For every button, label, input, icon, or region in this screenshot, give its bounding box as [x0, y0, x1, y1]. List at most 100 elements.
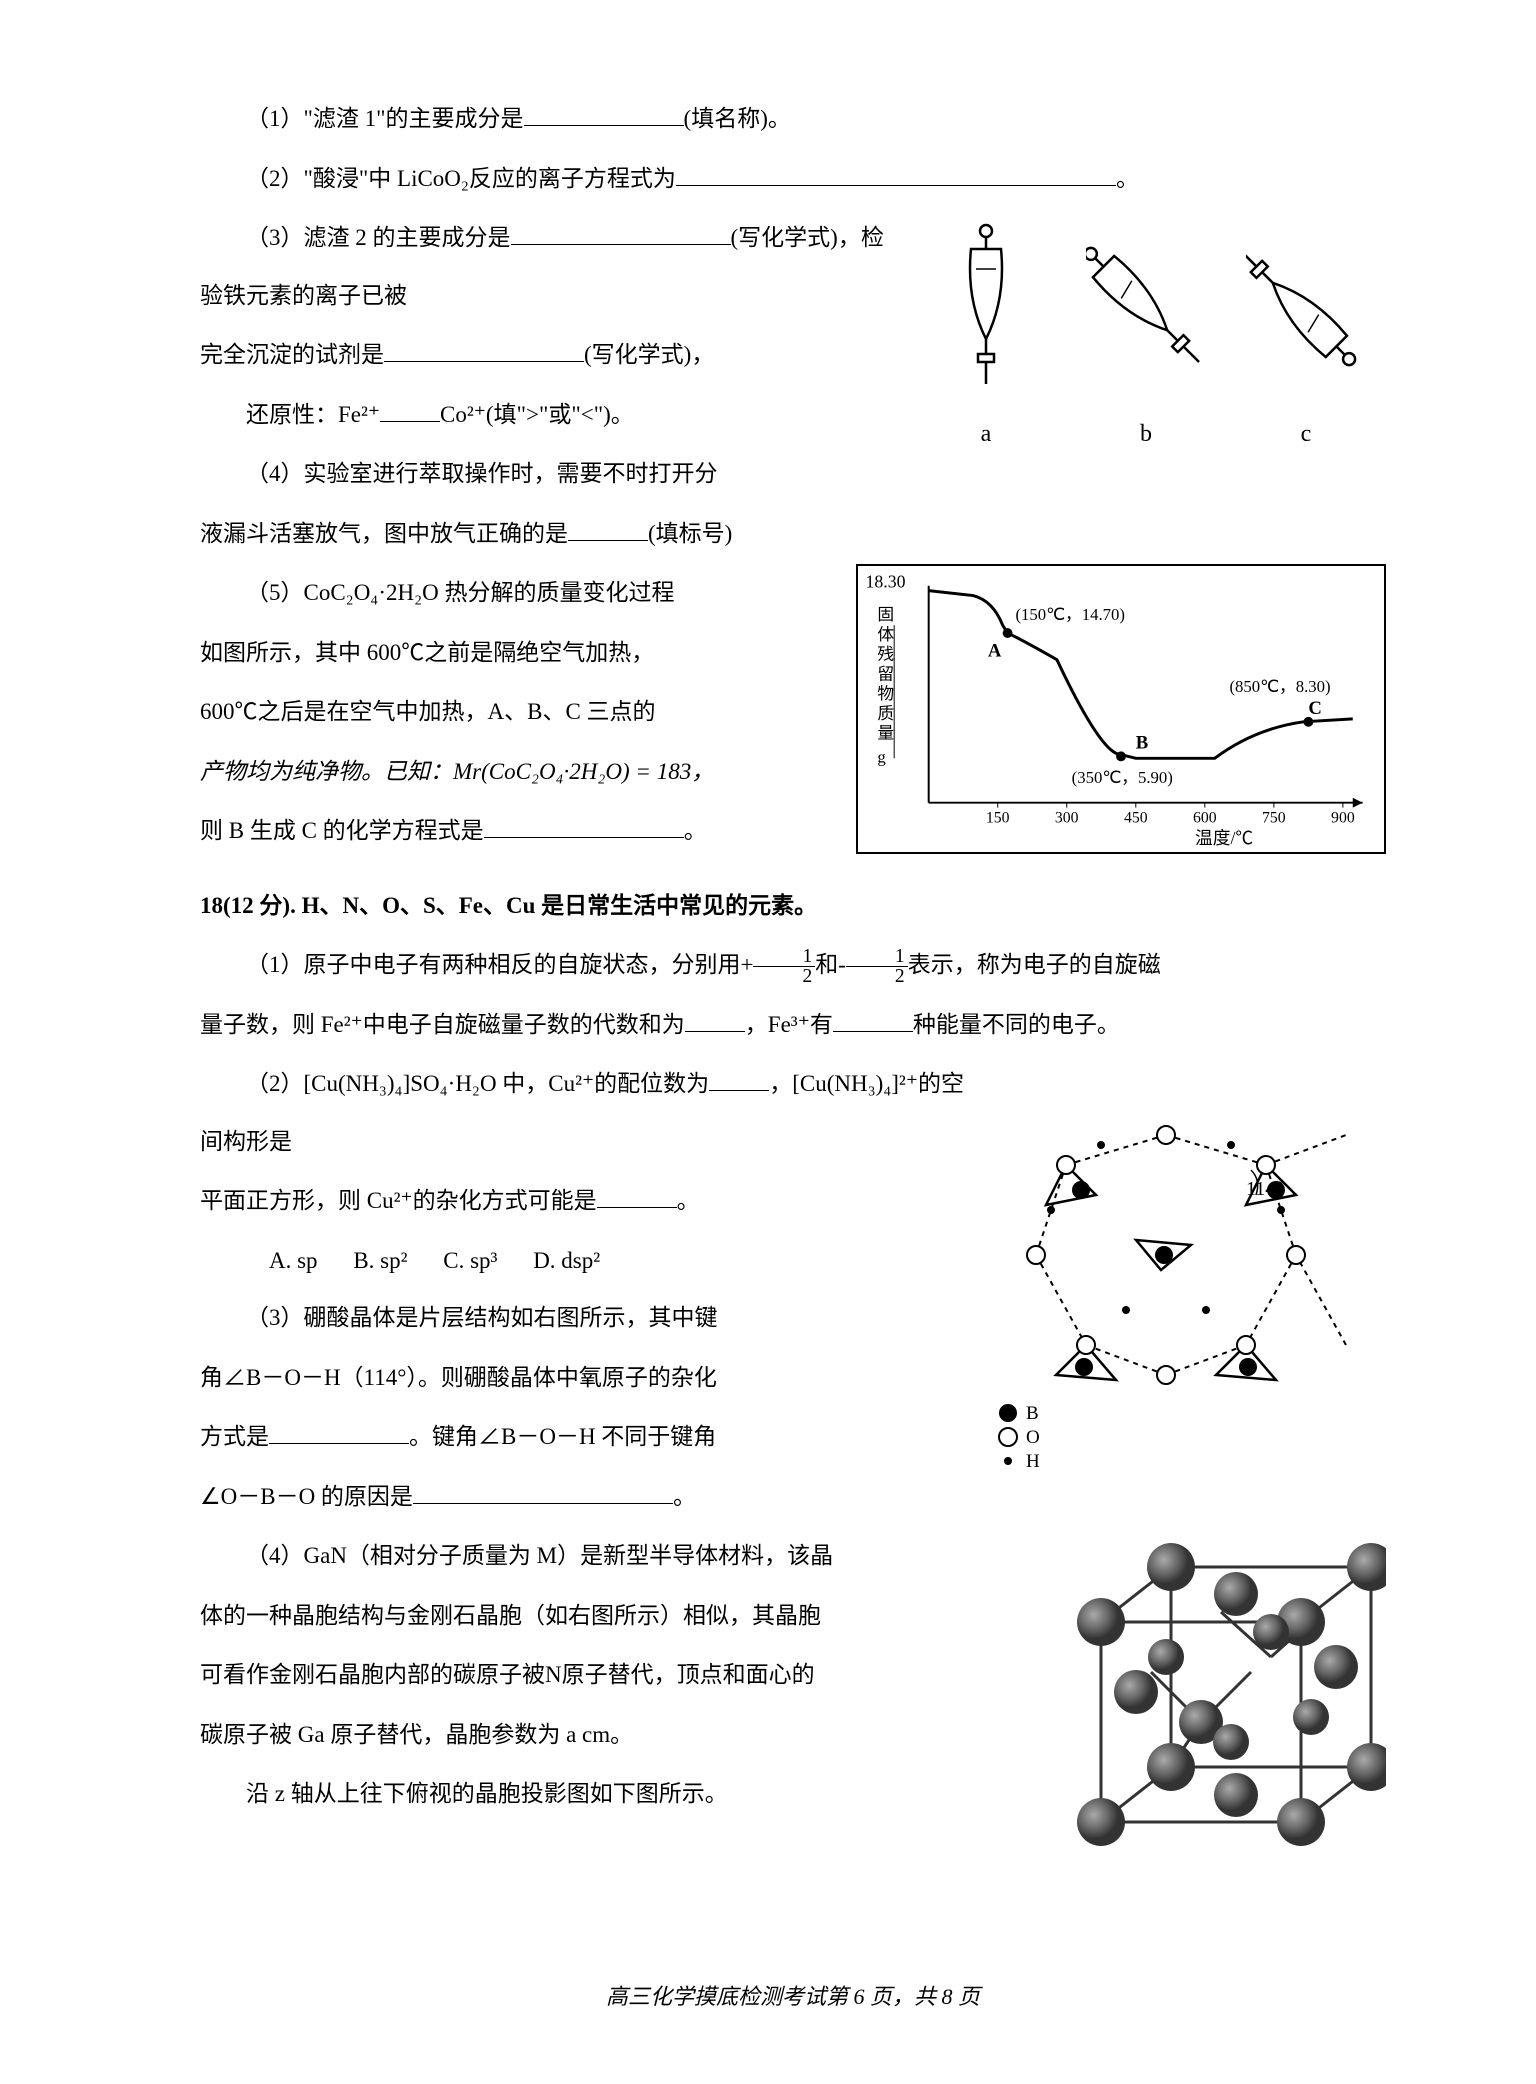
q5-line5: 则 B 生成 C 的化学方程式是 。 — [200, 802, 836, 860]
q3-text-3a: 还原性：Fe²⁺ — [246, 402, 380, 427]
xtick-2: 450 — [1124, 809, 1148, 826]
option-d: D. dsp² — [533, 1248, 600, 1273]
funnel-label-c: c — [1301, 404, 1312, 464]
option-b: B. sp² — [353, 1248, 407, 1273]
q3-blank-3 — [380, 394, 440, 422]
q18-4-line4: 碳原子被 Ga 原子替代，晶胞参数为 a cm。 — [200, 1706, 1056, 1764]
q18-crystal-block: （2）[Cu(NH₃)₄]SO₄·H₂O 中，Cu²⁺的配位数为，[Cu(NH₃… — [200, 1055, 1386, 1527]
q5-text-5b: 。 — [684, 818, 707, 843]
graph-point-a: A — [988, 641, 1002, 662]
q5-line2: 如图所示，其中 600℃之前是隔绝空气加热， — [200, 624, 836, 682]
q18-1-text-2a: 量子数，则 Fe²⁺中电子自旋磁量子数的代数和为 — [200, 1012, 685, 1037]
q18-4-line2: 体的一种晶胞结构与金刚石晶胞（如右图所示）相似，其晶胞 — [200, 1587, 1056, 1645]
q18-3-line2: 角∠B－O－H（114°）。则硼酸晶体中氧原子的杂化 — [200, 1349, 986, 1407]
question-3-block: （3）滤渣 2 的主要成分是(写化学式)，检验铁元素的离子已被 完全沉淀的试剂是… — [200, 209, 1386, 564]
q18-3-text-4b: 。 — [673, 1484, 696, 1509]
graph-ylabel: 固 体 残 留 物 质 量 g — [877, 605, 898, 766]
q3-line3: 还原性：Fe²⁺ Co²⁺(填">"或"<")。 — [200, 386, 906, 444]
svg-text:B: B — [1026, 1403, 1039, 1424]
q2-end: 。 — [1116, 166, 1139, 191]
q4-text-2a: 液漏斗活塞放气，图中放气正确的是 — [200, 521, 568, 546]
graph-point-c: C — [1308, 698, 1322, 719]
graph-point-c-coords: (850℃，8.30) — [1229, 677, 1330, 696]
q4-line2: 液漏斗活塞放气，图中放气正确的是 (填标号) — [200, 505, 906, 563]
q18-3-line4: ∠O－B－O 的原因是 。 — [200, 1468, 986, 1526]
q3-line2: 完全沉淀的试剂是 (写化学式)， — [200, 326, 906, 384]
q18-1-text-1b: 和- — [815, 952, 846, 977]
q18-2-blank1 — [709, 1063, 769, 1091]
q4-blank — [568, 513, 648, 541]
q18-2-line2: 平面正方形，则 Cu²⁺的杂化方式可能是 。 — [200, 1172, 986, 1230]
q1-hint: (填名称)。 — [684, 106, 791, 131]
q4-text-2b: (填标号) — [648, 521, 732, 546]
q18-1-blank1 — [685, 1004, 745, 1032]
q1-text: （1）"滤渣 1"的主要成分是 — [246, 106, 524, 131]
graph-point-a-coords: (150℃，14.70) — [1015, 605, 1125, 624]
q18-3-text-3b: 。键角∠B－O－H 不同于键角 — [409, 1424, 716, 1449]
svg-text:O: O — [1026, 1427, 1040, 1448]
q18-1-blank2 — [833, 1004, 913, 1032]
svg-text:H: H — [1026, 1451, 1040, 1472]
q3-blank-1 — [511, 217, 731, 245]
q1-blank — [524, 98, 684, 126]
q18-2-line1: （2）[Cu(NH₃)₄]SO₄·H₂O 中，Cu²⁺的配位数为，[Cu(NH₃… — [200, 1055, 986, 1170]
xtick-0: 150 — [986, 809, 1010, 826]
q5-line1: （5）CoC₂O₄·2H₂O 热分解的质量变化过程 — [200, 564, 836, 622]
q3-text-2a: 完全沉淀的试剂是 — [200, 342, 384, 367]
q2-text: （2）"酸浸"中 LiCoO₂反应的离子方程式为 — [246, 166, 676, 191]
q18-2-text-1a: （2）[Cu(NH₃)₄]SO₄·H₂O 中，Cu²⁺的配位数为 — [246, 1071, 709, 1096]
q2-blank — [676, 158, 1116, 186]
q18-1-text-2c: 种能量不同的电子。 — [913, 1012, 1120, 1037]
q5-blank — [484, 810, 684, 838]
q18-3-blank1 — [269, 1416, 409, 1444]
q18-3-line1: （3）硼酸晶体是片层结构如右图所示，其中键 — [200, 1289, 986, 1347]
q18-1-text-2b: ，Fe³⁺有 — [745, 1012, 833, 1037]
q3-line1: （3）滤渣 2 的主要成分是(写化学式)，检验铁元素的离子已被 — [200, 209, 906, 324]
q18-4-line5: 沿 z 轴从上往下俯视的晶胞投影图如下图所示。 — [200, 1765, 1056, 1823]
funnel-label-a: a — [981, 404, 992, 464]
crystal-legend: B O H — [999, 1403, 1040, 1472]
page-footer: 高三化学摸底检测考试第 6 页，共 8 页 — [200, 1969, 1386, 2024]
q4-text-1: （4）实验室进行萃取操作时，需要不时打开分 — [246, 461, 718, 486]
question-5-block: （5）CoC₂O₄·2H₂O 热分解的质量变化过程 如图所示，其中 600℃之前… — [200, 564, 1386, 862]
q4-line1: （4）实验室进行萃取操作时，需要不时打开分 — [200, 445, 906, 503]
q5-text-5a: 则 B 生成 C 的化学方程式是 — [200, 818, 484, 843]
q18-3-line3: 方式是 。键角∠B－O－H 不同于键角 — [200, 1408, 986, 1466]
gan-unit-cell — [1056, 1527, 1386, 1877]
q18-3-blank2 — [413, 1476, 673, 1504]
funnel-b: b — [1086, 219, 1206, 464]
q3-text-3b: Co²⁺(填">"或"<")。 — [440, 402, 634, 427]
q18-1-line2: 量子数，则 Fe²⁺中电子自旋磁量子数的代数和为 ，Fe³⁺有 种能量不同的电子。 — [200, 996, 1386, 1054]
xtick-4: 750 — [1262, 809, 1286, 826]
q3-text-2b: (写化学式)， — [584, 342, 714, 367]
xtick-5: 900 — [1331, 809, 1355, 826]
funnel-c: c — [1246, 219, 1366, 464]
question-2: （2）"酸浸"中 LiCoO₂反应的离子方程式为 。 — [200, 150, 1386, 208]
option-a: A. sp — [269, 1248, 318, 1273]
q18-3-text-3a: 方式是 — [200, 1424, 269, 1449]
funnel-figure: a b — [906, 209, 1386, 474]
funnel-a: a — [926, 219, 1046, 464]
graph-ytop: 18.30 — [866, 572, 906, 592]
funnel-label-b: b — [1140, 404, 1152, 464]
q18-4-line3: 可看作金刚石晶胞内部的碳原子被N原子替代，顶点和面心的 — [200, 1646, 1056, 1704]
xtick-1: 300 — [1055, 809, 1079, 826]
boracic-crystal-diagram: 114° B O H — [986, 1095, 1386, 1475]
q18-3-text-4a: ∠O－B－O 的原因是 — [200, 1484, 413, 1509]
q3-text-1a: （3）滤渣 2 的主要成分是 — [246, 225, 511, 250]
q18-2-text-2a: 平面正方形，则 Cu²⁺的杂化方式可能是 — [200, 1188, 597, 1213]
q18-header-text: 18(12 分). H、N、O、S、Fe、Cu 是日常生活中常见的元素。 — [200, 893, 817, 918]
q18-header: 18(12 分). H、N、O、S、Fe、Cu 是日常生活中常见的元素。 — [200, 877, 1386, 935]
q18-1-line1: （1）原子中电子有两种相反的自旋状态，分别用+12和-12表示，称为电子的自旋磁 — [200, 936, 1386, 994]
graph-point-b-coords: (350℃，5.90) — [1072, 768, 1173, 787]
crystal-angle-label: 114° — [1246, 1178, 1283, 1200]
xtick-3: 600 — [1193, 809, 1217, 826]
q18-4-line1: （4）GaN（相对分子质量为 M）是新型半导体材料，该晶 — [200, 1527, 1056, 1585]
q18-2-options: A. sp B. sp² C. sp³ D. dsp² — [200, 1232, 986, 1290]
q5-line4: 产物均为纯净物。已知：Mr(CoC₂O₄·2H₂O) = 183， — [200, 743, 836, 801]
q18-2-text-2b: 。 — [677, 1188, 700, 1213]
graph-point-b: B — [1136, 732, 1149, 753]
q18-1-text-1c: 表示，称为电子的自旋磁 — [908, 952, 1161, 977]
graph-xlabel: 温度/℃ — [1195, 828, 1253, 848]
q18-1-text-1a: （1）原子中电子有两种相反的自旋状态，分别用+ — [246, 952, 753, 977]
